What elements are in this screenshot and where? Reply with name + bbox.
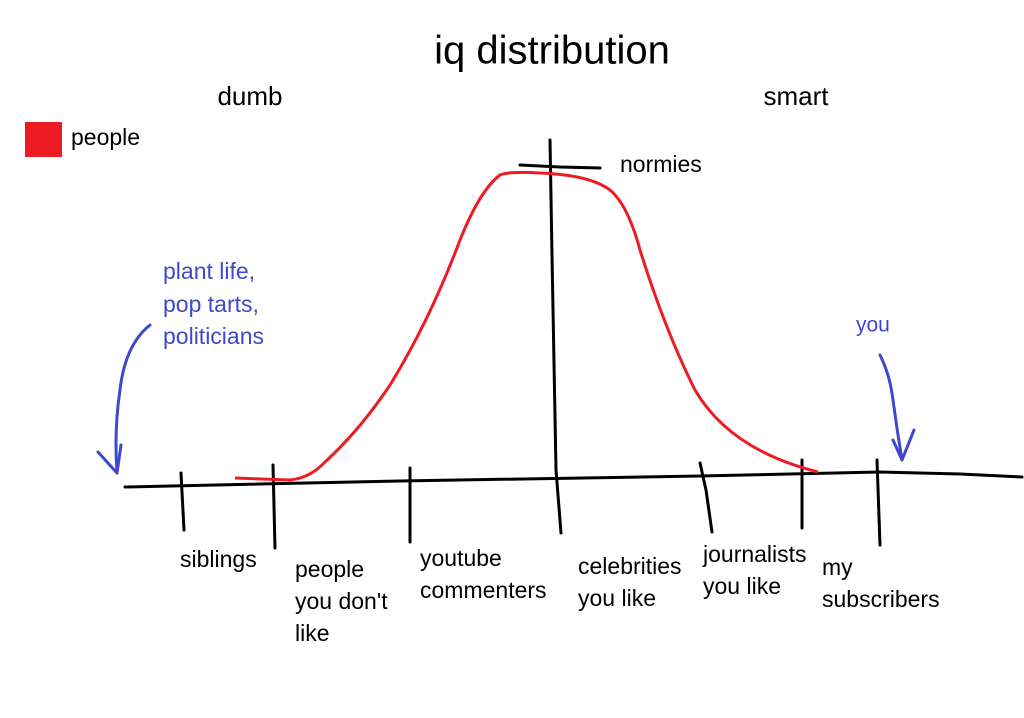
peak-line xyxy=(548,138,563,535)
left-label: dumb xyxy=(217,81,282,111)
tick xyxy=(179,471,186,532)
tick-label: my subscribers xyxy=(822,554,940,612)
right-label: smart xyxy=(764,81,830,111)
legend-label: people xyxy=(71,124,140,150)
tick-label: siblings xyxy=(180,546,257,572)
tick xyxy=(875,458,882,547)
arrow xyxy=(114,323,152,474)
tick-label-line: like xyxy=(295,620,330,646)
tick-labels: siblings people you don't like youtube commen… xyxy=(180,541,940,646)
tick-label: people you don't like xyxy=(295,556,388,646)
peak-mark xyxy=(518,163,602,170)
tick-label: celebrities you like xyxy=(578,553,682,611)
arrow xyxy=(878,353,904,462)
title: iq distribution xyxy=(434,29,670,73)
tick-label-line: youtube xyxy=(420,545,502,571)
annotation: you xyxy=(856,314,890,337)
tick-label-line: my xyxy=(822,554,853,580)
annotation-line: plant life, xyxy=(163,258,255,284)
annotation-line: politicians xyxy=(163,323,264,349)
distribution-curve xyxy=(234,170,819,482)
legend-swatch xyxy=(25,122,62,157)
tick-label: journalists you like xyxy=(702,541,807,599)
tick-label-line: you like xyxy=(703,573,781,599)
tick-label-line: subscribers xyxy=(822,586,940,612)
tick-label: youtube commenters xyxy=(420,545,547,603)
arrowhead xyxy=(96,443,123,475)
tick-label-line: people xyxy=(295,556,364,582)
tick-label-line: you don't xyxy=(295,588,388,614)
peak-label: normies xyxy=(620,151,702,177)
annotation: plant life, pop tarts, politicians xyxy=(163,258,265,349)
axis xyxy=(123,470,1024,489)
tick-label-line: commenters xyxy=(420,577,547,603)
tick-label-line: celebrities xyxy=(578,553,682,579)
tick-label-line: journalists xyxy=(702,541,807,567)
tick-label-line: siblings xyxy=(180,546,257,572)
arrowhead xyxy=(891,428,916,462)
tick xyxy=(271,463,277,550)
tick-label-line: you like xyxy=(578,585,656,611)
annotation-line: pop tarts, xyxy=(163,291,259,317)
tick xyxy=(698,461,714,534)
